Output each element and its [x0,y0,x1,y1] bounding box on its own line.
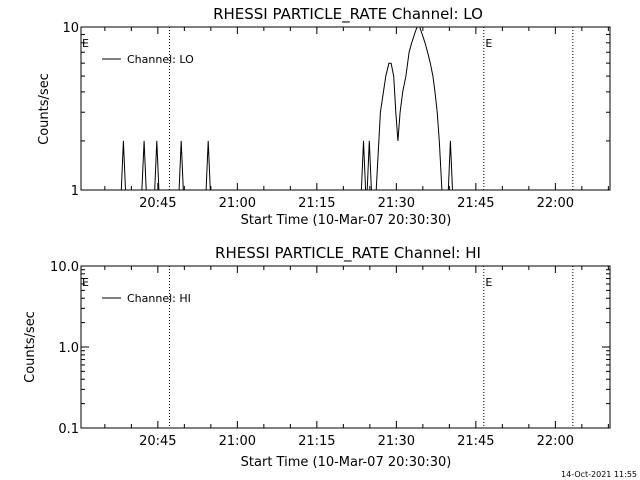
chart-panel-hi: RHESSI PARTICLE_RATE Channel: HI Start T… [23,244,611,470]
x-tick-label: 21:15 [298,196,335,211]
series-line [120,26,453,191]
x-tick-label: 21:45 [457,196,494,211]
x-tick-label: 22:00 [537,196,574,211]
chart-title: RHESSI PARTICLE_RATE Channel: HI [215,244,481,263]
x-tick-label: 21:15 [298,434,335,449]
y-tick-label: 0.1 [58,422,79,437]
x-tick-label: 22:00 [537,434,574,449]
y-axis-title: Counts/sec [23,311,38,383]
x-tick-label: 20:45 [139,196,176,211]
y-tick-label: 10.0 [50,260,79,275]
y-tick-label: 1.0 [58,341,79,356]
y-tick-label: 1 [71,184,79,199]
x-axis-title: Start Time (10-Mar-07 20:30:30) [241,455,452,470]
legend-label: Channel: HI [127,292,191,305]
footer-timestamp: 14-Oct-2021 11:55 [561,470,637,479]
chart-title: RHESSI PARTICLE_RATE Channel: LO [213,5,483,24]
event-marker: E [82,37,89,50]
x-tick-label: 21:00 [219,434,256,449]
plot-frame [80,265,611,429]
legend-label: Channel: LO [127,53,194,66]
x-tick-label: 21:30 [378,434,415,449]
x-axis-title: Start Time (10-Mar-07 20:30:30) [241,213,452,228]
event-marker: E [82,276,89,289]
x-tick-label: 21:30 [378,196,415,211]
x-tick-label: 20:45 [139,434,176,449]
event-marker: E [485,276,492,289]
y-tick-label: 10 [62,21,79,36]
y-axis-title: Counts/sec [37,73,52,145]
plot-frame [80,26,611,191]
event-marker: E [485,37,492,50]
x-tick-label: 21:00 [219,196,256,211]
chart-panel-lo: RHESSI PARTICLE_RATE Channel: LO Start T… [37,5,611,228]
x-tick-label: 21:45 [457,434,494,449]
